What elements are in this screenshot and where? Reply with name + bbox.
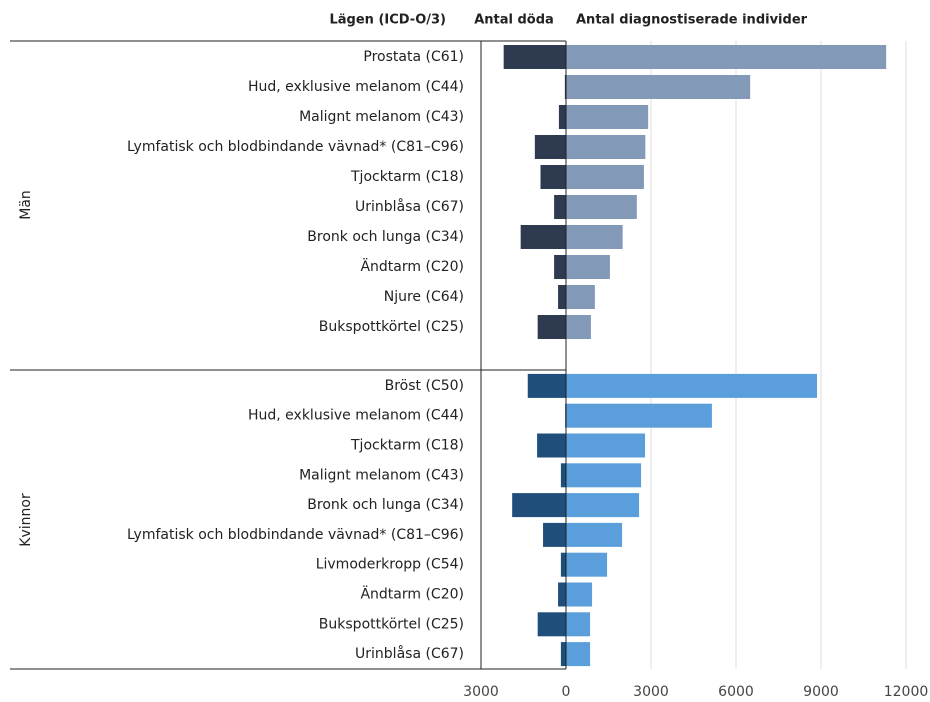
y-tick-label: Hud, exklusive melanom (C44) xyxy=(248,408,464,424)
legend-entry: Antal döda xyxy=(474,13,554,28)
y-tick-label: Urinblåsa (C67) xyxy=(355,645,464,662)
bar xyxy=(560,642,566,667)
bar xyxy=(527,373,566,398)
bar xyxy=(566,315,591,339)
bar xyxy=(503,45,566,69)
y-tick-label: Njure (C64) xyxy=(384,289,464,305)
bar xyxy=(554,195,566,219)
y-tick-label: Tjocktarm (C18) xyxy=(350,169,464,185)
bar xyxy=(534,135,566,159)
y-tick-label: Bukspottkörtel (C25) xyxy=(319,616,464,632)
bar xyxy=(537,315,566,339)
y-tick-label: Tjocktarm (C18) xyxy=(350,438,464,454)
bar xyxy=(560,463,566,488)
bar xyxy=(566,433,646,458)
y-tick-label: Bronk och lunga (C34) xyxy=(307,229,464,245)
group-label: Kvinnor xyxy=(18,493,34,547)
bar xyxy=(566,105,649,129)
bar xyxy=(566,403,712,428)
y-tick-label: Malignt melanom (C43) xyxy=(299,467,464,483)
y-tick-label: Malignt melanom (C43) xyxy=(299,109,464,125)
bar xyxy=(566,642,591,667)
y-tick-label: Ändtarm (C20) xyxy=(360,585,464,603)
x-tick-label: 0 xyxy=(562,684,571,700)
y-tick-label: Prostata (C61) xyxy=(363,49,464,65)
bar xyxy=(558,285,566,309)
bar xyxy=(537,612,566,637)
bar xyxy=(540,165,566,189)
bar xyxy=(564,75,566,99)
bar xyxy=(554,255,566,279)
y-tick-label: Ändtarm (C20) xyxy=(360,257,464,275)
bar xyxy=(566,285,595,309)
y-tick-label: Bronk och lunga (C34) xyxy=(307,497,464,513)
bar xyxy=(566,165,644,189)
bar xyxy=(566,463,642,488)
bar xyxy=(566,225,623,249)
y-tick-label: Lymfatisk och blodbindande vävnad* (C81–… xyxy=(127,139,464,155)
legend-entry: Antal diagnostiserade individer xyxy=(576,13,808,28)
y-tick-label: Bukspottkörtel (C25) xyxy=(319,319,464,335)
bar xyxy=(566,195,637,219)
bar xyxy=(558,105,566,129)
group-label: Män xyxy=(18,190,34,220)
x-tick-label: 9000 xyxy=(803,684,839,700)
bar xyxy=(512,493,566,518)
y-tick-label: Bröst (C50) xyxy=(385,378,464,394)
bar xyxy=(566,45,887,69)
bar xyxy=(566,75,751,99)
bar xyxy=(566,255,610,279)
bar xyxy=(543,522,566,547)
x-tick-label: 6000 xyxy=(718,684,754,700)
y-tick-label: Urinblåsa (C67) xyxy=(355,198,464,215)
bar xyxy=(520,225,566,249)
bar xyxy=(537,433,566,458)
bar xyxy=(566,582,593,607)
bar xyxy=(560,552,566,577)
x-tick-label: 3000 xyxy=(463,684,499,700)
bar xyxy=(566,373,818,398)
bar xyxy=(566,493,640,518)
bar xyxy=(558,582,566,607)
bar xyxy=(566,612,591,637)
bar xyxy=(566,522,623,547)
y-tick-label: Hud, exklusive melanom (C44) xyxy=(248,79,464,95)
y-tick-label: Lymfatisk och blodbindande vävnad* (C81–… xyxy=(127,527,464,543)
bar xyxy=(566,135,646,159)
y-tick-label: Livmoderkropp (C54) xyxy=(316,557,464,573)
x-tick-label: 3000 xyxy=(633,684,669,700)
x-tick-label: 12000 xyxy=(884,684,929,700)
bar xyxy=(566,552,608,577)
category-axis-title: Lägen (ICD-O/3) xyxy=(330,13,447,28)
